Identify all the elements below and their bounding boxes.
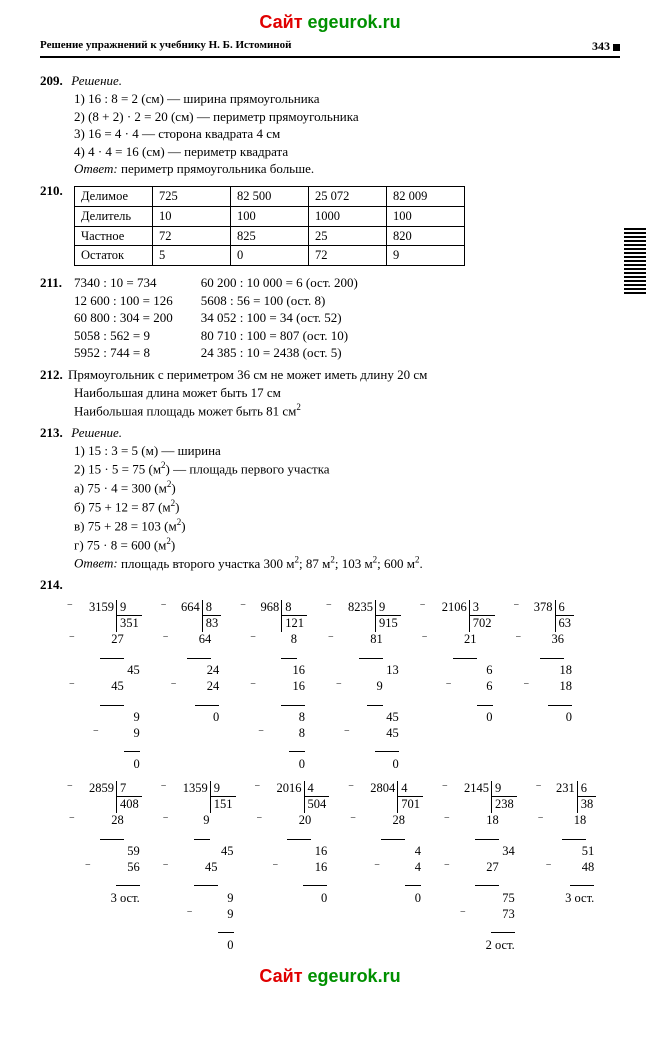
problem-213: 213. Решение. 1) 15 : 3 = 5 (м) — ширина…: [40, 424, 620, 572]
problem-214: 214. −31599351−2745−459−90 −664883−6424−2…: [40, 576, 620, 953]
problem-212-rest: Наибольшая длина может быть 17 смНаиболь…: [74, 384, 620, 420]
line: 12 600 : 100 = 126: [74, 292, 173, 310]
line: Наибольшая длина может быть 17 см: [74, 384, 620, 402]
line: 24 385 : 10 = 2438 (ост. 5): [201, 344, 358, 362]
solution-label: Решение.: [71, 73, 122, 88]
line: 5058 : 562 = 9: [74, 327, 173, 345]
line: 2) (8 + 2) · 2 = 20 (см) — периметр прям…: [74, 108, 620, 126]
long-division: −378663−3618−180: [521, 600, 575, 773]
col-left: 7340 : 10 = 73412 600 : 100 = 12660 800 …: [74, 274, 173, 362]
page-number: 343: [592, 38, 620, 54]
problem-209-lines: 1) 16 : 8 = 2 (см) — ширина прямоугольни…: [74, 90, 620, 160]
col-right: 60 200 : 10 000 = 6 (ост. 200)5608 : 56 …: [201, 274, 358, 362]
long-division: −28597408−2859−563 ост.: [74, 781, 142, 954]
long-division: −21459238−1834−2775−732 ост.: [449, 781, 517, 954]
table-cell: 82 500: [231, 186, 309, 206]
page-header: Решение упражнений к учебнику Н. Б. Исто…: [40, 38, 620, 58]
problem-212-line-1: Прямоугольник с периметром 36 см не може…: [68, 367, 427, 382]
problem-number: 209.: [40, 72, 68, 90]
table-cell: 825: [231, 226, 309, 246]
line: г) 75 · 8 = 600 (м2): [74, 535, 620, 554]
problem-number: 211.: [40, 274, 74, 362]
table-cell: 10: [153, 206, 231, 226]
line: б) 75 + 12 = 87 (м2): [74, 497, 620, 516]
long-division: −20164504−2016−160: [262, 781, 330, 954]
table-cell: 25 072: [309, 186, 387, 206]
problem-213-answer: Ответ: площадь второго участка 300 м2; 8…: [74, 553, 620, 572]
problem-number: 213.: [40, 424, 68, 442]
line: 2) 15 · 5 = 75 (м2) — площадь первого уч…: [74, 459, 620, 478]
problem-211: 211. 7340 : 10 = 73412 600 : 100 = 12660…: [40, 274, 620, 362]
long-division: −82359915−8113−945−450: [333, 600, 401, 773]
line: в) 75 + 28 = 103 (м2): [74, 516, 620, 535]
line: а) 75 · 4 = 300 (м2): [74, 478, 620, 497]
table-cell: Частное: [75, 226, 153, 246]
line: 3) 16 = 4 · 4 — сторона квадрата 4 см: [74, 125, 620, 143]
table-cell: 9: [387, 246, 465, 266]
problem-number: 214.: [40, 576, 68, 594]
solution-label: Решение.: [71, 425, 122, 440]
margin-barcode: [624, 228, 646, 296]
problem-209-answer: Ответ: периметр прямоугольника больше.: [74, 160, 620, 178]
line: 1) 15 : 3 = 5 (м) — ширина: [74, 442, 620, 460]
answer-label: Ответ:: [74, 161, 118, 176]
table-cell: 100: [387, 206, 465, 226]
line: Наибольшая площадь может быть 81 см2: [74, 401, 620, 420]
long-division: −231638−1851−483 ост.: [543, 781, 597, 954]
problem-212: 212.Прямоугольник с периметром 36 см не …: [40, 366, 620, 420]
table-cell: 100: [231, 206, 309, 226]
table-cell: 82 009: [387, 186, 465, 206]
line: 5952 : 744 = 8: [74, 344, 173, 362]
long-division: −9688121−816−168−80: [247, 600, 307, 773]
table-cell: 725: [153, 186, 231, 206]
long-division: −31599351−2745−459−90: [74, 600, 142, 773]
page-content: Сайт egeurok.ru Решение упражнений к уче…: [0, 0, 650, 1000]
line: 34 052 : 100 = 34 (ост. 52): [201, 309, 358, 327]
watermark-text-1: Сайт: [259, 12, 307, 32]
line: 4) 4 · 4 = 16 (см) — периметр квадрата: [74, 143, 620, 161]
header-title: Решение упражнений к учебнику Н. Б. Исто…: [40, 38, 291, 54]
table-cell: 1000: [309, 206, 387, 226]
table-cell: Остаток: [75, 246, 153, 266]
table-cell: 5: [153, 246, 231, 266]
table-cell: Делимое: [75, 186, 153, 206]
long-division: −28044701−284−40: [355, 781, 423, 954]
table-cell: 72: [153, 226, 231, 246]
long-division: −13599151−945−459−90: [168, 781, 236, 954]
table-cell: 25: [309, 226, 387, 246]
watermark-top: Сайт egeurok.ru: [40, 10, 620, 34]
watermark-text-2: egeurok.ru: [308, 12, 401, 32]
problem-210: 210. Делимое72582 50025 07282 009Делител…: [40, 182, 620, 271]
problem-211-cols: 7340 : 10 = 73412 600 : 100 = 12660 800 …: [74, 274, 358, 362]
line: 7340 : 10 = 734: [74, 274, 173, 292]
problem-213-lines: 1) 15 : 3 = 5 (м) — ширина2) 15 · 5 = 75…: [74, 442, 620, 554]
problem-number: 210.: [40, 182, 74, 271]
line: 80 710 : 100 = 807 (ост. 10): [201, 327, 358, 345]
answer-text: периметр прямоугольника больше.: [118, 161, 314, 176]
table-cell: Делитель: [75, 206, 153, 226]
long-division: −21063702−216−60: [427, 600, 495, 773]
table-cell: 0: [231, 246, 309, 266]
long-division: −664883−6424−240: [168, 600, 222, 773]
table-cell: 72: [309, 246, 387, 266]
line: 1) 16 : 8 = 2 (см) — ширина прямоугольни…: [74, 90, 620, 108]
division-table: Делимое72582 50025 07282 009Делитель1010…: [74, 186, 465, 267]
answer-label: Ответ:: [74, 556, 118, 571]
table-cell: 820: [387, 226, 465, 246]
line: 5608 : 56 = 100 (ост. 8): [201, 292, 358, 310]
line: 60 200 : 10 000 = 6 (ост. 200): [201, 274, 358, 292]
problem-number: 212.: [40, 366, 68, 384]
answer-text: площадь второго участка 300 м2; 87 м2; 1…: [118, 556, 423, 571]
watermark-bottom: Сайт egeurok.ru: [40, 964, 620, 988]
long-division-grid: −31599351−2745−459−90 −664883−6424−240 −96…: [74, 600, 620, 954]
line: 60 800 : 304 = 200: [74, 309, 173, 327]
problem-209: 209. Решение. 1) 16 : 8 = 2 (см) — ширин…: [40, 72, 620, 177]
